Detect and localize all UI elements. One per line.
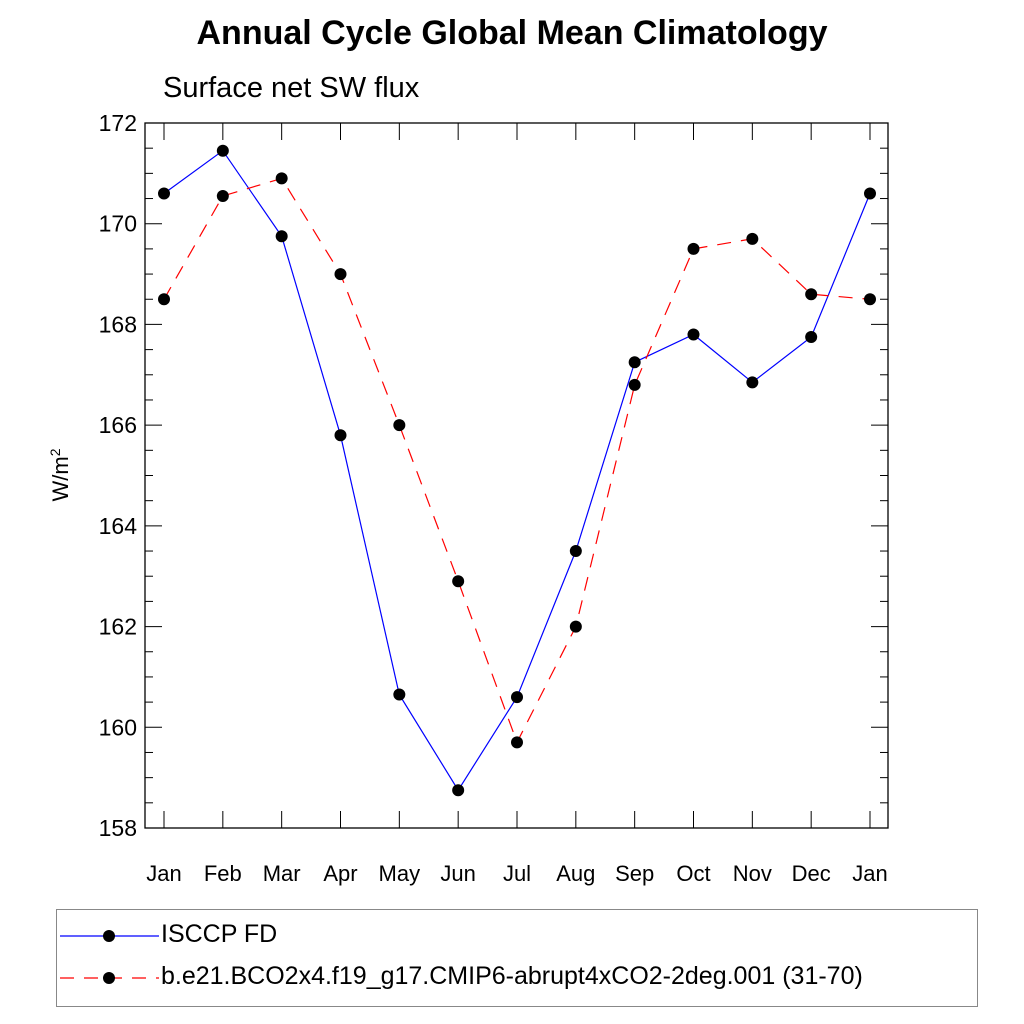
data-point-series-0 bbox=[334, 429, 347, 442]
legend-label-model: b.e21.BCO2x4.f19_g17.CMIP6-abrupt4xCO2-2… bbox=[161, 962, 863, 990]
y-axis-label: W/m2 bbox=[47, 448, 73, 501]
data-point-series-1 bbox=[687, 242, 700, 255]
data-point-series-0 bbox=[746, 376, 759, 389]
chart-title: Annual Cycle Global Mean Climatology bbox=[196, 14, 828, 52]
y-tick-label: 170 bbox=[99, 211, 137, 237]
data-point-series-1 bbox=[511, 736, 523, 749]
x-tick-label: Feb bbox=[204, 861, 242, 886]
data-point-series-1 bbox=[334, 268, 347, 281]
data-point-series-1 bbox=[628, 378, 641, 391]
axes: 158 160 162 164 166 168 170 172 Jan Feb Mar Apr May J… bbox=[99, 110, 889, 886]
data-point-series-0 bbox=[805, 331, 818, 344]
legend-label-isccp: ISCCP FD bbox=[161, 920, 278, 948]
x-tick-label: Mar bbox=[263, 861, 301, 886]
data-point-series-0 bbox=[628, 356, 641, 369]
y-tick-label: 158 bbox=[99, 815, 137, 841]
y-tick-label: 168 bbox=[99, 311, 137, 337]
data-point-series-1 bbox=[746, 232, 759, 245]
data-point-series-1 bbox=[452, 575, 465, 588]
y-tick-label: 166 bbox=[99, 412, 137, 438]
x-tick-label: Nov bbox=[733, 861, 772, 886]
data-point-series-1 bbox=[216, 190, 229, 203]
data-point-series-0 bbox=[393, 688, 406, 701]
data-point-series-0 bbox=[864, 187, 876, 200]
y-tick-label: 162 bbox=[99, 614, 137, 640]
data-point-series-0 bbox=[452, 784, 465, 797]
legend: ISCCP FD b.e21.BCO2x4.f19_g17.CMIP6-abru… bbox=[56, 909, 978, 1007]
x-tick-label: Aug bbox=[556, 861, 595, 886]
legend-entry-model: b.e21.BCO2x4.f19_g17.CMIP6-abrupt4xCO2-2… bbox=[57, 958, 977, 998]
chart-subtitle: Surface net SW flux bbox=[163, 72, 420, 104]
legend-swatch-dashed bbox=[60, 972, 159, 984]
x-tick-label: Apr bbox=[323, 861, 357, 886]
x-tick-label: May bbox=[379, 861, 421, 886]
data-point-series-0 bbox=[569, 545, 582, 558]
data-point-series-0 bbox=[216, 144, 229, 157]
x-tick-label: Jun bbox=[440, 861, 475, 886]
legend-entry-isccp: ISCCP FD bbox=[57, 916, 977, 956]
x-tick-label: Jan bbox=[146, 861, 181, 886]
y-tick-label: 164 bbox=[99, 513, 138, 539]
data-point-series-0 bbox=[687, 328, 700, 341]
y-axis-label-text: W/m2 bbox=[47, 448, 73, 501]
data-point-series-1 bbox=[393, 419, 406, 432]
data-point-series-0 bbox=[158, 187, 170, 200]
data-point-series-1 bbox=[275, 172, 288, 185]
x-tick-label: Sep bbox=[615, 861, 654, 886]
x-tick-label: Oct bbox=[676, 861, 710, 886]
plot-frame bbox=[144, 122, 889, 829]
data-point-series-1 bbox=[569, 620, 582, 633]
series-line-1 bbox=[163, 177, 871, 744]
x-tick-label: Dec bbox=[792, 861, 831, 886]
data-point-series-0 bbox=[511, 691, 523, 704]
data-point-series-1 bbox=[805, 288, 818, 301]
x-tick-label: Jan bbox=[852, 861, 887, 886]
x-tick-label: Jul bbox=[503, 861, 531, 886]
data-point-series-1 bbox=[864, 293, 876, 306]
series-layer bbox=[158, 144, 876, 797]
legend-swatch-solid bbox=[60, 930, 159, 942]
y-tick-label: 172 bbox=[99, 110, 137, 136]
data-point-series-1 bbox=[158, 293, 170, 306]
y-tick-label: 160 bbox=[99, 714, 137, 740]
data-point-series-0 bbox=[275, 230, 288, 243]
